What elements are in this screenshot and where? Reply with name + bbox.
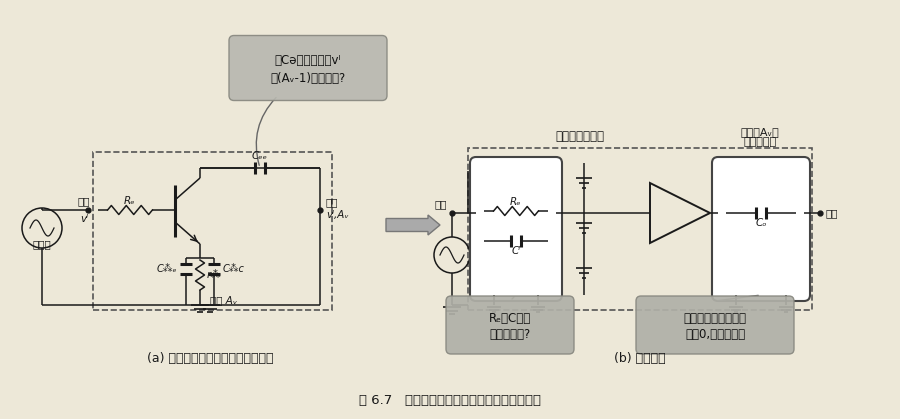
Text: Cᴵ: Cᴵ	[511, 246, 520, 256]
Text: Cₒ: Cₒ	[755, 218, 767, 228]
Text: 输出: 输出	[825, 208, 838, 218]
Text: 的(Aᵥ-1)倍的电压?: 的(Aᵥ-1)倍的电压?	[270, 72, 346, 85]
Text: vᴵ: vᴵ	[80, 214, 88, 224]
FancyArrow shape	[386, 215, 440, 235]
Text: vᴵ,Aᵥ: vᴵ,Aᵥ	[326, 210, 349, 220]
FancyBboxPatch shape	[712, 157, 810, 301]
Text: 增益为Aᵥ的: 增益为Aᵥ的	[741, 127, 779, 137]
Text: Cₑₑ: Cₑₑ	[252, 151, 268, 161]
FancyBboxPatch shape	[470, 157, 562, 301]
Text: 在Cə的两端加上vᴵ: 在Cə的两端加上vᴵ	[274, 54, 341, 67]
Text: C⁂ₑ: C⁂ₑ	[157, 264, 177, 274]
Text: r⁂: r⁂	[207, 270, 221, 280]
Text: 抗为0,与接地相同: 抗为0,与接地相同	[685, 328, 745, 341]
Text: 信号源: 信号源	[32, 239, 51, 249]
Text: 输入: 输入	[435, 199, 447, 209]
Text: (a) 考虑到晶体管电容成分后的电路: (a) 考虑到晶体管电容成分后的电路	[147, 352, 274, 365]
FancyBboxPatch shape	[446, 296, 574, 354]
Text: 因为发射极的交流阻: 因为发射极的交流阻	[683, 311, 746, 324]
Text: 共基极放大电路: 共基极放大电路	[555, 129, 605, 142]
Text: Rₑ: Rₑ	[510, 197, 522, 207]
Text: Rₑ: Rₑ	[124, 196, 136, 206]
Text: 低通滤波器?: 低通滤波器?	[490, 328, 531, 341]
Text: 理想放大器: 理想放大器	[743, 137, 777, 147]
FancyBboxPatch shape	[229, 36, 387, 101]
Text: Rₑ与C形成: Rₑ与C形成	[489, 311, 531, 324]
Text: (b) 等效电路: (b) 等效电路	[614, 352, 666, 365]
Text: 增益 Aᵥ: 增益 Aᵥ	[210, 295, 237, 305]
Text: 图 6.7   使共基极电路的高频域特性下降的因素: 图 6.7 使共基极电路的高频域特性下降的因素	[359, 393, 541, 406]
Text: 输出: 输出	[326, 197, 338, 207]
FancyBboxPatch shape	[636, 296, 794, 354]
Text: 输入: 输入	[77, 196, 90, 206]
Text: C⁂c: C⁂c	[223, 264, 245, 274]
